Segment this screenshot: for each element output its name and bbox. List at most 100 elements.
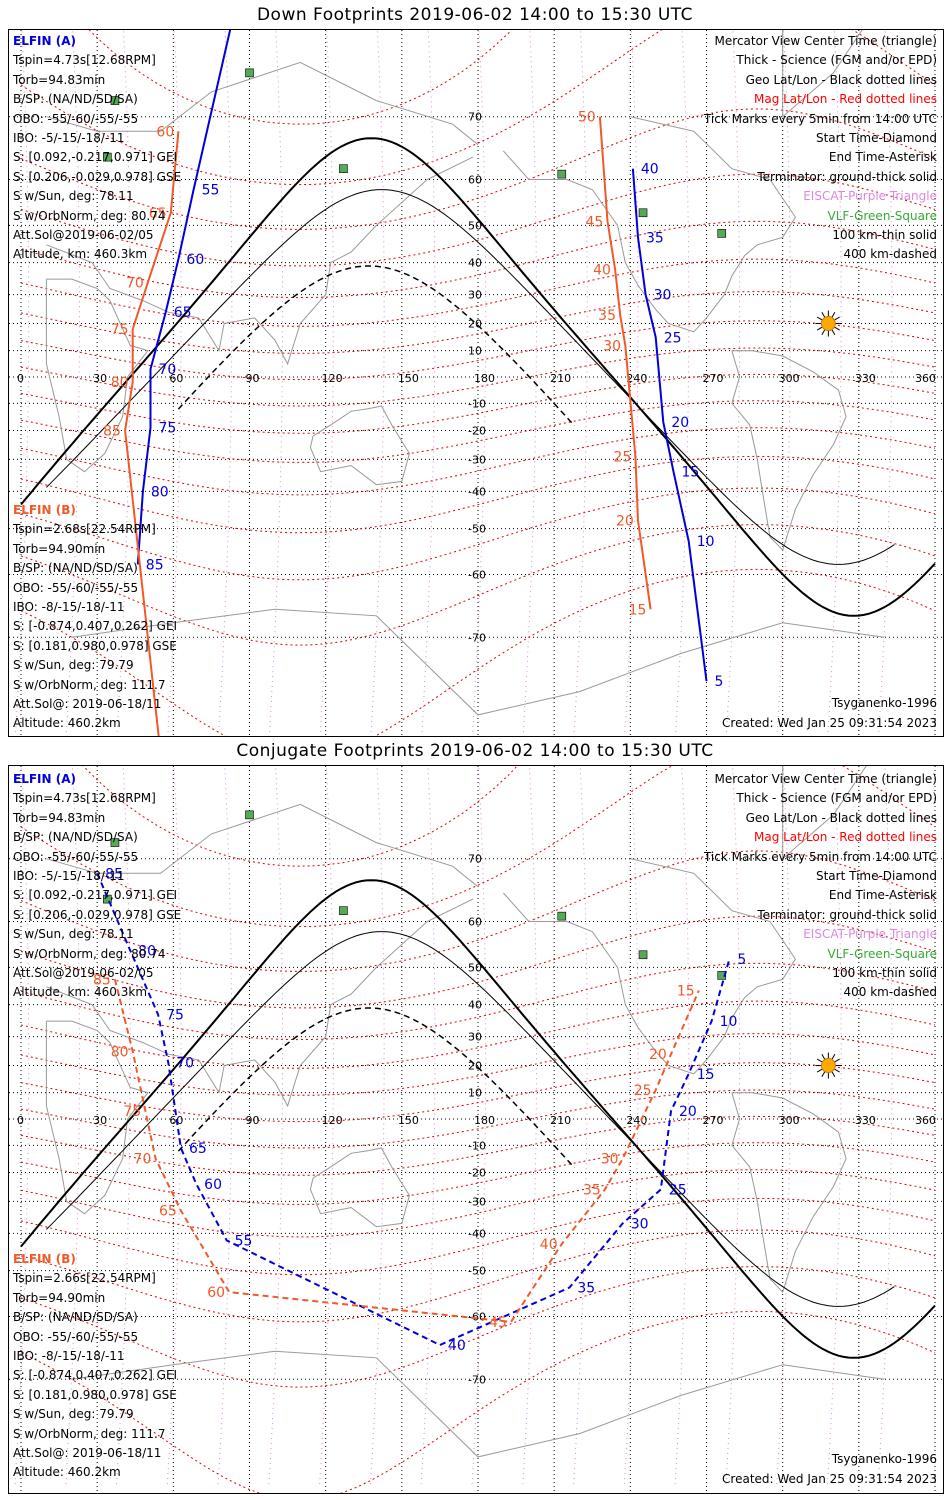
created-label: Created: Wed Jan 25 09:31:54 2023: [722, 716, 937, 730]
tick-label: 60: [156, 124, 174, 140]
mag-parallel: [20, 1089, 936, 1149]
tick-label: 75: [111, 322, 129, 338]
lat-tick-label: -70: [468, 631, 486, 644]
mag-parallel: [20, 1115, 936, 1176]
lon-tick-label: 150: [398, 372, 419, 385]
mag-parallel: [20, 1062, 936, 1123]
elfin-b-track: [598, 116, 652, 610]
coastline: [46, 803, 479, 888]
elfin-a-header: ELFIN (A): [13, 34, 76, 48]
sun-icon: [815, 1052, 842, 1079]
lon-tick-label: 150: [398, 1114, 419, 1127]
lon-tick-label: 360: [915, 1114, 936, 1127]
tick-label: 75: [123, 1104, 141, 1120]
lat-tick-label: 50: [468, 961, 482, 974]
lon-tick-label: 330: [855, 372, 876, 385]
sun-ray: [821, 329, 826, 336]
elfin-a-line: Torb=94.83min: [13, 810, 106, 825]
lon-tick-label: 180: [474, 372, 495, 385]
mag-parallel: [20, 1266, 936, 1388]
coastline: [309, 1147, 410, 1228]
coastline: [46, 61, 479, 146]
elfin-b-line: Torb=94.90min: [13, 541, 106, 556]
lon-tick-label: 270: [703, 1114, 724, 1127]
tick-label: 65: [174, 305, 192, 321]
vlf-stations: [103, 68, 727, 238]
mag-meridian: [116, 30, 131, 736]
tick-label: 70: [158, 362, 176, 378]
legend-entry: Terminator: ground-thick solid: [757, 907, 937, 922]
elfin-a-line: S: [0.206,-0.029,0.978] GSE: [13, 169, 182, 184]
coastline: [731, 350, 847, 552]
mag-parallel: [82, 766, 518, 867]
tick-label: 5: [737, 952, 746, 968]
tick-label: 25: [664, 330, 682, 346]
footprint-tracks: 8580757065605540353025201510585807570656…: [93, 866, 746, 1354]
elfin-b-line: S: [0.181,0.980,0.978] GSE: [13, 638, 177, 653]
mag-parallel: [20, 373, 936, 434]
model-label: Tsyganenko-1996: [831, 1452, 937, 1466]
mag-parallel: [20, 220, 936, 299]
lon-tick-label: 210: [550, 372, 571, 385]
sun-ray: [834, 316, 840, 321]
tick-label: 75: [166, 1008, 184, 1024]
mag-meridian: [827, 30, 842, 736]
lat-tick-label: 60: [468, 173, 482, 186]
elfin-b-line: S w/Sun, deg: 79.79: [13, 658, 134, 673]
sun-ray: [821, 312, 826, 318]
lat-tick-label: -40: [468, 485, 486, 498]
mag-meridian: [878, 30, 893, 736]
mag-meridian: [65, 766, 80, 1485]
mag-parallel: [20, 487, 936, 581]
tick-label: 40: [593, 262, 611, 278]
mag-meridian: [217, 766, 233, 1485]
elfin-a-line: Tspin=4.73s[12.68RPM]: [13, 791, 156, 806]
legend-entry: Mag Lat/Lon - Red dotted lines: [753, 92, 937, 107]
tick-label: 60: [207, 1285, 225, 1301]
elfin-a-line: IBO: -5/-15/-18/-11: [13, 130, 125, 145]
tick-label: 60: [186, 252, 204, 268]
tick-label: 55: [235, 1233, 253, 1249]
sun-ray: [834, 1068, 840, 1073]
terminator-400km: [177, 1007, 576, 1169]
tick-label: 65: [159, 1204, 177, 1220]
tick-label: 45: [585, 214, 603, 230]
mag-parallel: [20, 291, 936, 354]
legend-entry: 100 km-thin solid: [832, 227, 937, 242]
mag-parallel: [20, 962, 936, 1041]
lon-tick-label: 300: [779, 372, 800, 385]
mag-parallel: [20, 400, 936, 463]
lon-tick-label: 330: [855, 1114, 876, 1127]
legend-entry: Geo Lat/Lon - Black dotted lines: [745, 72, 937, 87]
legend-entry: VLF-Green-Square: [827, 208, 937, 223]
legend-entry: EISCAT-Purple Triangle: [803, 927, 937, 942]
elfin-a-header: ELFIN (A): [13, 772, 76, 786]
legend-entry: Start Time-Diamond: [815, 868, 937, 883]
tick-label: 75: [158, 421, 176, 437]
mag-meridian: [826, 766, 842, 1485]
elfin-a-line: Att.Sol@2019-06-02/05: [13, 227, 154, 242]
tick-label: 80: [151, 484, 169, 500]
mag-meridian: [14, 766, 30, 1485]
lat-tick-label: -50: [468, 1265, 486, 1278]
down-footprints-panel: 0 30 60 90 120 150 180 210 240 270 300 330 360 70 60 50…: [8, 29, 944, 737]
mag-parallel: [20, 1033, 936, 1096]
conjugate-footprints-map: 0 30 60 90 120 150 180 210 240 270 300 330 360706050…: [9, 766, 943, 1493]
elfin-b-line: B/SP: (NA/ND/SD/SA): [13, 1310, 138, 1325]
sun-ray: [831, 312, 836, 318]
tick-label: 50: [578, 110, 596, 126]
mag-parallel: [20, 915, 936, 1009]
mag-meridian: [420, 766, 436, 1485]
tick-label: 15: [677, 983, 695, 999]
mag-meridian: [471, 30, 487, 736]
tick-label: 85: [146, 557, 164, 573]
elfin-a-line: Tspin=4.73s[12.68RPM]: [13, 53, 156, 68]
elfin-a-line: S w/OrbNorm, deg: 80.74: [13, 946, 166, 961]
vlf-stations: [103, 810, 727, 980]
mag-parallel: [20, 455, 936, 534]
elfin-b-line: B/SP: (NA/ND/SD/SA): [13, 561, 138, 576]
tick-label: 85: [105, 866, 123, 882]
vlf-square: [245, 68, 254, 78]
vlf-square: [557, 911, 567, 921]
tick-label: 80: [111, 375, 129, 391]
